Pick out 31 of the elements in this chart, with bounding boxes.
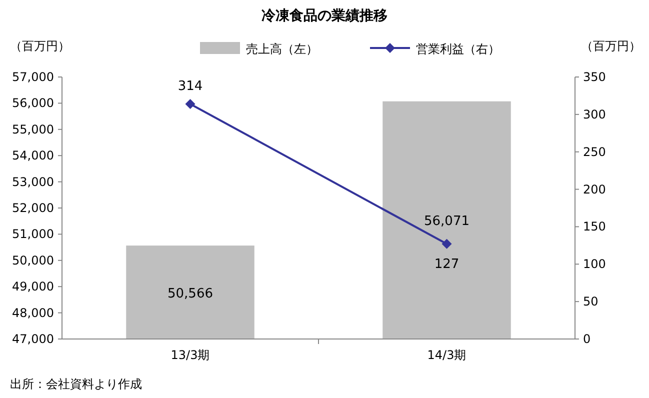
y2-tick-label: 200 xyxy=(583,182,606,196)
y-tick-label: 49,000 xyxy=(12,280,54,294)
data-label: 50,566 xyxy=(168,286,213,302)
y2-tick-label: 250 xyxy=(583,144,606,159)
y-tick-label: 47,000 xyxy=(12,332,54,346)
y2-tick-label: 350 xyxy=(583,70,606,84)
y-tick-label: 54,000 xyxy=(12,148,54,163)
data-label: 56,071 xyxy=(424,214,470,230)
y2-tick-label: 100 xyxy=(583,257,606,272)
y2-tick-label: 300 xyxy=(583,107,606,122)
chart-title: 冷凍食品の業績推移 xyxy=(262,8,388,24)
y-tick-label: 50,000 xyxy=(12,253,54,268)
text: 出所：会社資料より作成 xyxy=(10,377,142,391)
y-tick-label: 48,000 xyxy=(12,306,54,320)
y-tick-label: 57,000 xyxy=(12,70,54,84)
y2-tick-label: 0 xyxy=(583,332,591,346)
y2-tick-label: 50 xyxy=(583,294,598,309)
y-tick-label: 51,000 xyxy=(12,227,54,242)
y-tick-label: 56,000 xyxy=(12,96,54,110)
x-tick-label: 13/3期 xyxy=(170,348,210,362)
legend-label: 売上高（左） xyxy=(246,42,318,56)
data-label: 314 xyxy=(178,78,203,94)
y2-axis-title: （百万円） xyxy=(581,39,641,53)
x-tick-label: 14/3期 xyxy=(427,348,466,362)
y-axis-title: （百万円） xyxy=(10,39,70,53)
legend-label: 営業利益（右） xyxy=(416,42,500,56)
y-tick-label: 53,000 xyxy=(12,174,54,189)
y-tick-label: 52,000 xyxy=(12,201,54,215)
y2-tick-label: 150 xyxy=(583,220,606,234)
data-label: 127 xyxy=(434,256,460,272)
y-tick-label: 55,000 xyxy=(12,122,54,136)
